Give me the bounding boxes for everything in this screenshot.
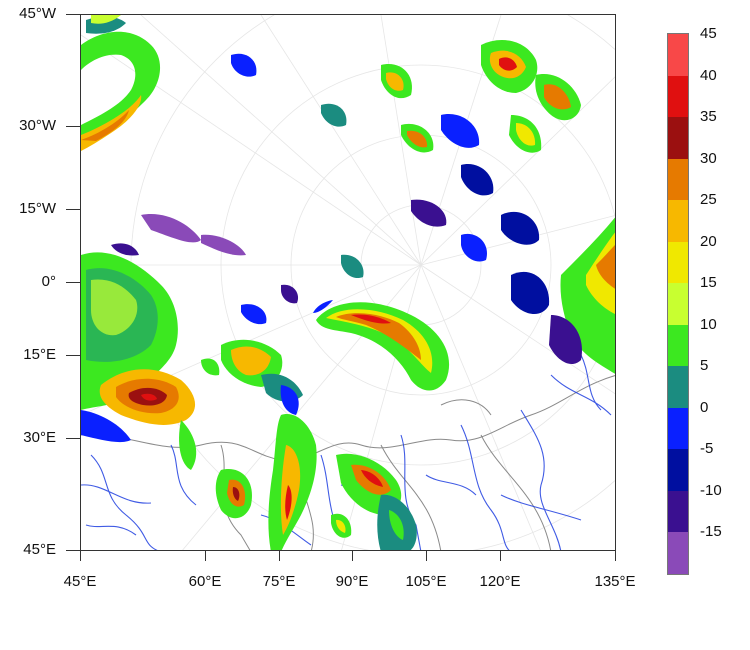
- x-label: 75°E: [262, 573, 296, 590]
- x-label: 105°E: [405, 573, 447, 590]
- colorbar-segment: [668, 449, 688, 491]
- colorbar-label: 0: [700, 398, 709, 416]
- y-label: 30°W: [19, 117, 56, 134]
- colorbar-segment: [668, 283, 688, 325]
- colorbar-segment: [668, 200, 688, 242]
- colorbar-label: 30: [700, 149, 717, 167]
- x-label: 120°E: [479, 573, 521, 590]
- map-panel: [80, 14, 616, 551]
- colorbar-segment: [668, 34, 688, 76]
- colorbar-segment: [668, 366, 688, 408]
- y-tick: [66, 14, 80, 16]
- colorbar-label: 15: [700, 274, 717, 291]
- colorbar-label: 45: [700, 25, 717, 42]
- y-label: 0°: [41, 273, 56, 290]
- x-tick: [500, 551, 502, 561]
- y-label: 30°E: [23, 429, 56, 446]
- y-label: 15°W: [19, 200, 56, 217]
- y-tick: [66, 282, 80, 284]
- colorbar-label: 25: [700, 191, 717, 208]
- colorbar-segment: [668, 324, 688, 366]
- x-label: 60°E: [188, 573, 222, 590]
- colorbar: [667, 33, 689, 575]
- y-tick: [66, 438, 80, 440]
- x-tick: [352, 551, 354, 561]
- colorbar-label: 20: [700, 232, 717, 250]
- colorbar-segment: [668, 407, 688, 449]
- colorbar-label: 35: [700, 108, 717, 125]
- x-tick: [80, 551, 82, 561]
- x-tick: [426, 551, 428, 561]
- x-tick: [205, 551, 207, 561]
- x-tick: [615, 551, 617, 561]
- y-label: 15°E: [23, 346, 56, 363]
- y-tick: [66, 355, 80, 357]
- y-tick: [66, 550, 80, 552]
- colorbar-label: -15: [700, 523, 722, 540]
- colorbar-segment: [668, 490, 688, 532]
- colorbar-label: 10: [700, 315, 717, 333]
- y-label: 45°E: [23, 541, 56, 558]
- x-label: 90°E: [335, 573, 369, 590]
- colorbar-segment: [668, 117, 688, 159]
- x-label: 135°E: [594, 573, 636, 590]
- colorbar-segment: [668, 75, 688, 117]
- coastlines: [81, 375, 615, 550]
- x-label: 45°E: [63, 573, 97, 590]
- colorbar-segment: [668, 158, 688, 200]
- y-tick: [66, 126, 80, 128]
- field-patches: [81, 15, 615, 550]
- y-label: 45°W: [19, 5, 56, 22]
- colorbar-segment: [668, 241, 688, 283]
- colorbar-label: -10: [700, 481, 722, 499]
- colorbar-label: 40: [700, 66, 717, 84]
- colorbar-label: -5: [700, 440, 714, 457]
- y-tick: [66, 209, 80, 211]
- colorbar-segment: [668, 532, 688, 574]
- field-map: [81, 15, 615, 550]
- colorbar-label: 5: [700, 357, 709, 374]
- x-tick: [279, 551, 281, 561]
